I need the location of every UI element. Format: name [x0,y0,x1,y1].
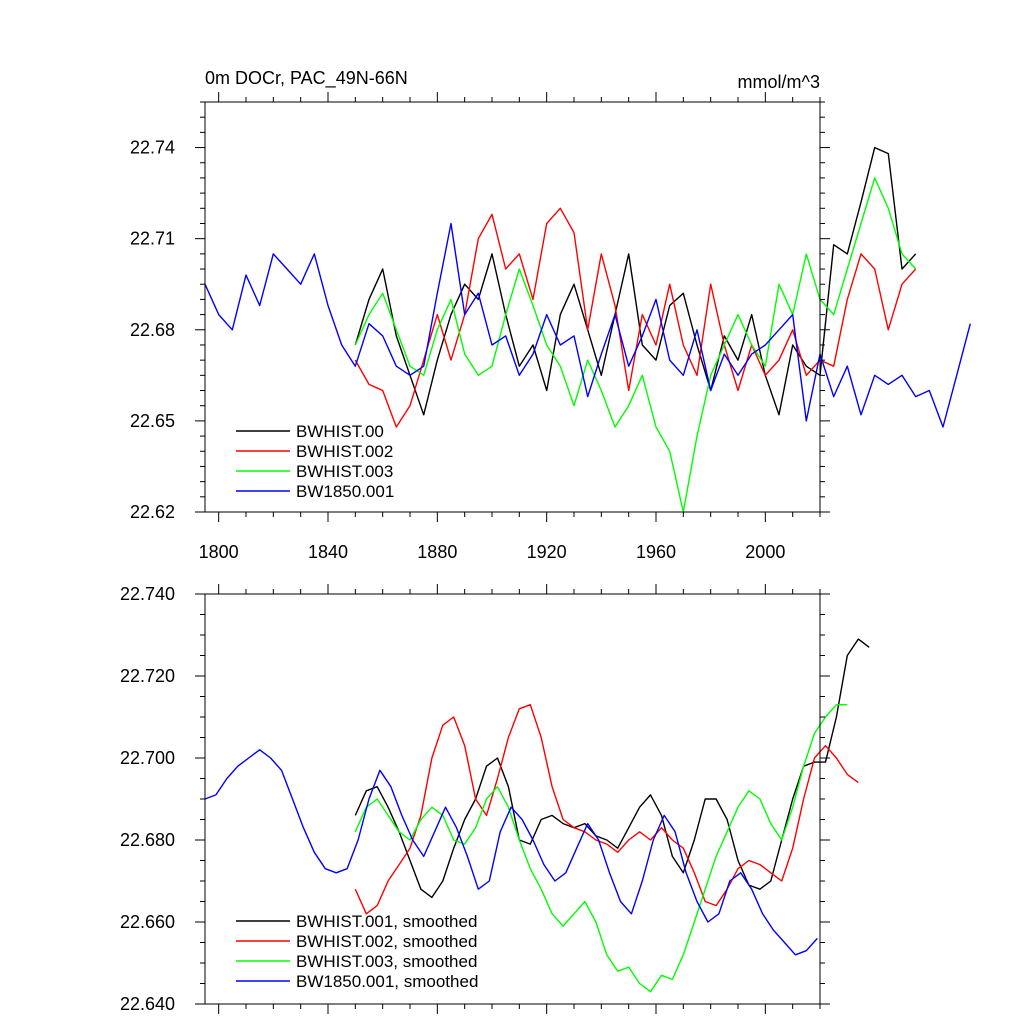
top-legend-label: BW1850.001 [296,482,394,501]
bottom-legend-label: BW1850.001, smoothed [296,972,478,991]
top-x-tick-label: 1800 [199,542,239,562]
bottom-y-tick-label: 22.740 [120,584,175,604]
top-legend-label: BWHIST.002 [296,442,393,461]
bottom-legend-label: BWHIST.003, smoothed [296,952,477,971]
bottom-axis-ticks [195,584,830,1014]
units-label: mmol/m^3 [738,72,820,92]
top-series-line-3 [354,177,917,513]
bottom-series-line-2 [354,704,859,915]
bottom-y-tick-label: 22.700 [120,748,175,768]
top-y-tick-label: 22.68 [130,320,175,340]
bottom-y-tick-label: 22.680 [120,830,175,850]
top-x-tick-label: 2000 [745,542,785,562]
top-y-tick-labels: 22.62 22.65 22.68 22.71 22.74 [130,138,175,522]
top-series-line-2 [354,207,917,428]
bottom-series-line-4 [204,749,818,956]
top-x-tick-label: 1960 [636,542,676,562]
bottom-y-tick-label: 22.660 [120,912,175,932]
top-y-tick-label: 22.71 [130,229,175,249]
top-y-tick-label: 22.74 [130,138,175,158]
bottom-panel: 22.640 22.660 22.680 22.700 22.720 22.74… [120,584,870,1014]
top-plot-frame [204,101,821,513]
top-axis-ticks [195,92,830,522]
top-y-tick-label: 22.65 [130,411,175,431]
bottom-legend: BWHIST.001, smoothed BWHIST.002, smoothe… [236,912,478,991]
chart-title: 0m DOCr, PAC_49N-66N [205,68,408,89]
top-x-tick-labels: 1800 1840 1880 1920 1960 2000 [199,542,786,562]
bottom-y-tick-label: 22.640 [120,994,175,1014]
top-y-tick-label: 22.62 [130,502,175,522]
top-series-line-4 [204,222,971,428]
top-plot-lines [204,146,971,513]
bottom-series-line-3 [354,704,848,993]
top-x-tick-label: 1920 [527,542,567,562]
top-panel: 1800 1840 1880 1920 1960 2000 22.62 22.6… [130,68,971,562]
top-legend-label: BWHIST.003 [296,462,393,481]
bottom-legend-label: BWHIST.001, smoothed [296,912,477,931]
top-legend-label: BWHIST.00 [296,422,384,441]
bottom-plot-lines [204,638,870,993]
bottom-series-line-1 [354,638,870,899]
bottom-legend-label: BWHIST.002, smoothed [296,932,477,951]
bottom-y-tick-label: 22.720 [120,666,175,686]
top-x-tick-label: 1880 [417,542,457,562]
top-series-line-1 [354,146,917,416]
bottom-y-tick-labels: 22.640 22.660 22.680 22.700 22.720 22.74… [120,584,175,1014]
top-x-tick-label: 1840 [308,542,348,562]
top-legend: BWHIST.00 BWHIST.002 BWHIST.003 BW1850.0… [236,422,394,501]
